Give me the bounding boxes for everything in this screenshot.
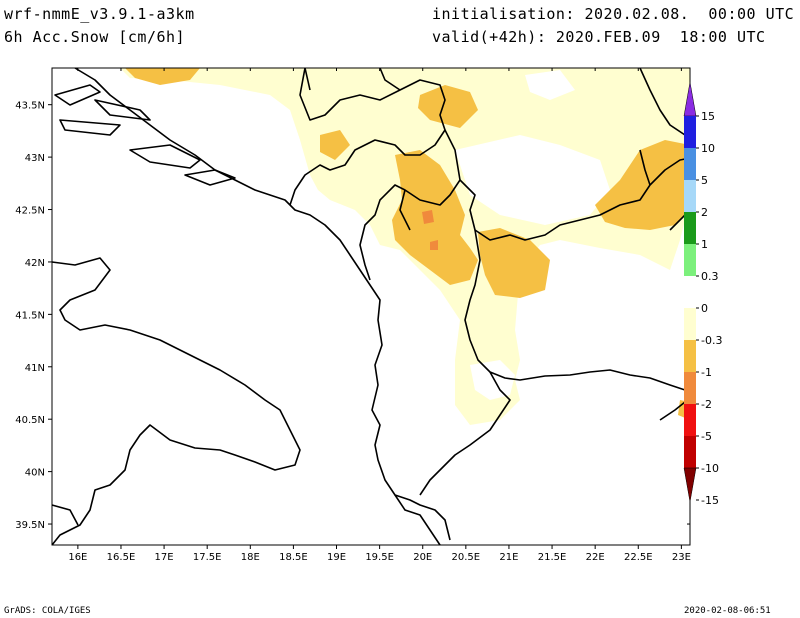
legend-label: 5 <box>701 174 708 187</box>
lon-tick-label: 16.5E <box>107 552 136 563</box>
legend-label: -2 <box>701 398 712 411</box>
lon-tick-label: 21E <box>499 552 518 563</box>
valid-time: valid(+42h): 2020.FEB.09 18:00 UTC <box>432 28 766 46</box>
clear-area <box>525 280 690 360</box>
legend-label: 0 <box>701 302 708 315</box>
italy-coastline <box>51 257 301 546</box>
moderate-snow-area <box>125 68 200 85</box>
legend-swatch <box>684 372 696 404</box>
national-border <box>359 129 461 281</box>
island <box>59 119 121 136</box>
clear-area <box>455 135 610 225</box>
lon-tick-label: 18E <box>241 552 260 563</box>
legend-label: -15 <box>701 494 719 507</box>
national-border <box>459 157 691 241</box>
legend-label: -0.3 <box>701 334 722 347</box>
legend-swatch <box>684 180 696 212</box>
lat-tick-label: 41.5N <box>15 310 45 321</box>
moderate-snow-area <box>392 150 478 285</box>
lon-tick-label: 21.5E <box>538 552 567 563</box>
legend-label: -10 <box>701 462 719 475</box>
national-border <box>399 189 411 231</box>
lon-tick-label: 22.5E <box>624 552 653 563</box>
lat-tick-label: 41N <box>25 363 45 374</box>
longitude-ticks: 16E 16.5E 17E 17.5E 18E 18.5E 19E 19.5E 20E 20.5E… <box>68 68 691 563</box>
island <box>54 84 101 106</box>
lon-tick-label: 17.5E <box>193 552 222 563</box>
lon-tick-label: 19.5E <box>365 552 394 563</box>
heavy-snow-area <box>422 210 434 224</box>
legend-label: 15 <box>701 110 715 123</box>
italy-coastline <box>51 504 79 526</box>
color-legend: 15 10 5 2 1 0.3 0 -0.3 -1 -2 -5 -10 -15 <box>683 81 722 507</box>
lat-tick-label: 43N <box>25 153 45 164</box>
lon-tick-label: 23E <box>672 552 691 563</box>
lon-tick-label: 22E <box>586 552 605 563</box>
legend-swatch <box>684 116 696 148</box>
heavy-snow-area <box>430 240 438 250</box>
lat-tick-label: 42N <box>25 258 45 269</box>
legend-swatch <box>684 308 696 340</box>
moderate-snow-area <box>478 228 550 298</box>
lon-tick-label: 20.5E <box>452 552 481 563</box>
lat-tick-label: 43.5N <box>15 101 45 112</box>
moderate-snow-area <box>320 130 350 160</box>
legend-label: 10 <box>701 142 715 155</box>
legend-arrow-bottom <box>683 467 697 503</box>
legend-swatch <box>684 212 696 244</box>
national-border <box>464 229 686 391</box>
adriatic-east-coastline <box>74 67 451 541</box>
clear-area <box>470 360 515 400</box>
greece-coastline <box>394 494 441 546</box>
latitude-ticks: 43.5N 43N 42.5N 42N 41.5N 41N 40.5N 40N 39.5N <box>15 101 690 531</box>
legend-label: -1 <box>701 366 712 379</box>
init-time: initialisation: 2020.02.08. 00:00 UTC <box>432 5 795 23</box>
clear-area <box>240 95 300 150</box>
legend-swatch <box>684 244 696 276</box>
legend-swatch <box>684 404 696 436</box>
model-title: wrf-nmmE_v3.9.1-a3km <box>4 5 195 23</box>
legend-swatch <box>684 436 696 468</box>
national-border <box>419 371 511 496</box>
island <box>94 99 151 121</box>
credit-label: GrADS: COLA/IGES <box>4 606 91 616</box>
legend-label: 1 <box>701 238 708 251</box>
legend-label: -5 <box>701 430 712 443</box>
lon-tick-label: 16E <box>68 552 87 563</box>
moderate-snow-area <box>595 140 690 230</box>
lon-tick-label: 18.5E <box>279 552 308 563</box>
national-border <box>379 67 401 91</box>
snow-field <box>120 68 690 425</box>
lat-tick-label: 39.5N <box>15 520 45 531</box>
national-border <box>304 67 311 91</box>
legend-label: 0.3 <box>701 270 719 283</box>
timestamp-label: 2020-02-08-06:51 <box>684 606 771 616</box>
lat-tick-label: 42.5N <box>15 206 45 217</box>
lon-tick-label: 19E <box>327 552 346 563</box>
lat-tick-label: 40.5N <box>15 415 45 426</box>
lat-tick-label: 40N <box>25 468 45 479</box>
moderate-snow-area <box>418 85 478 128</box>
legend-label: 2 <box>701 206 708 219</box>
borders <box>51 67 691 546</box>
field-title: 6h Acc.Snow [cm/6h] <box>4 28 186 46</box>
legend-swatch <box>684 148 696 180</box>
legend-swatch <box>684 276 696 308</box>
lon-tick-label: 20E <box>413 552 432 563</box>
island <box>129 144 201 169</box>
island <box>184 169 236 186</box>
lon-tick-label: 17E <box>155 552 174 563</box>
legend-swatch <box>684 340 696 372</box>
national-border <box>639 149 651 186</box>
clear-area <box>525 70 575 100</box>
